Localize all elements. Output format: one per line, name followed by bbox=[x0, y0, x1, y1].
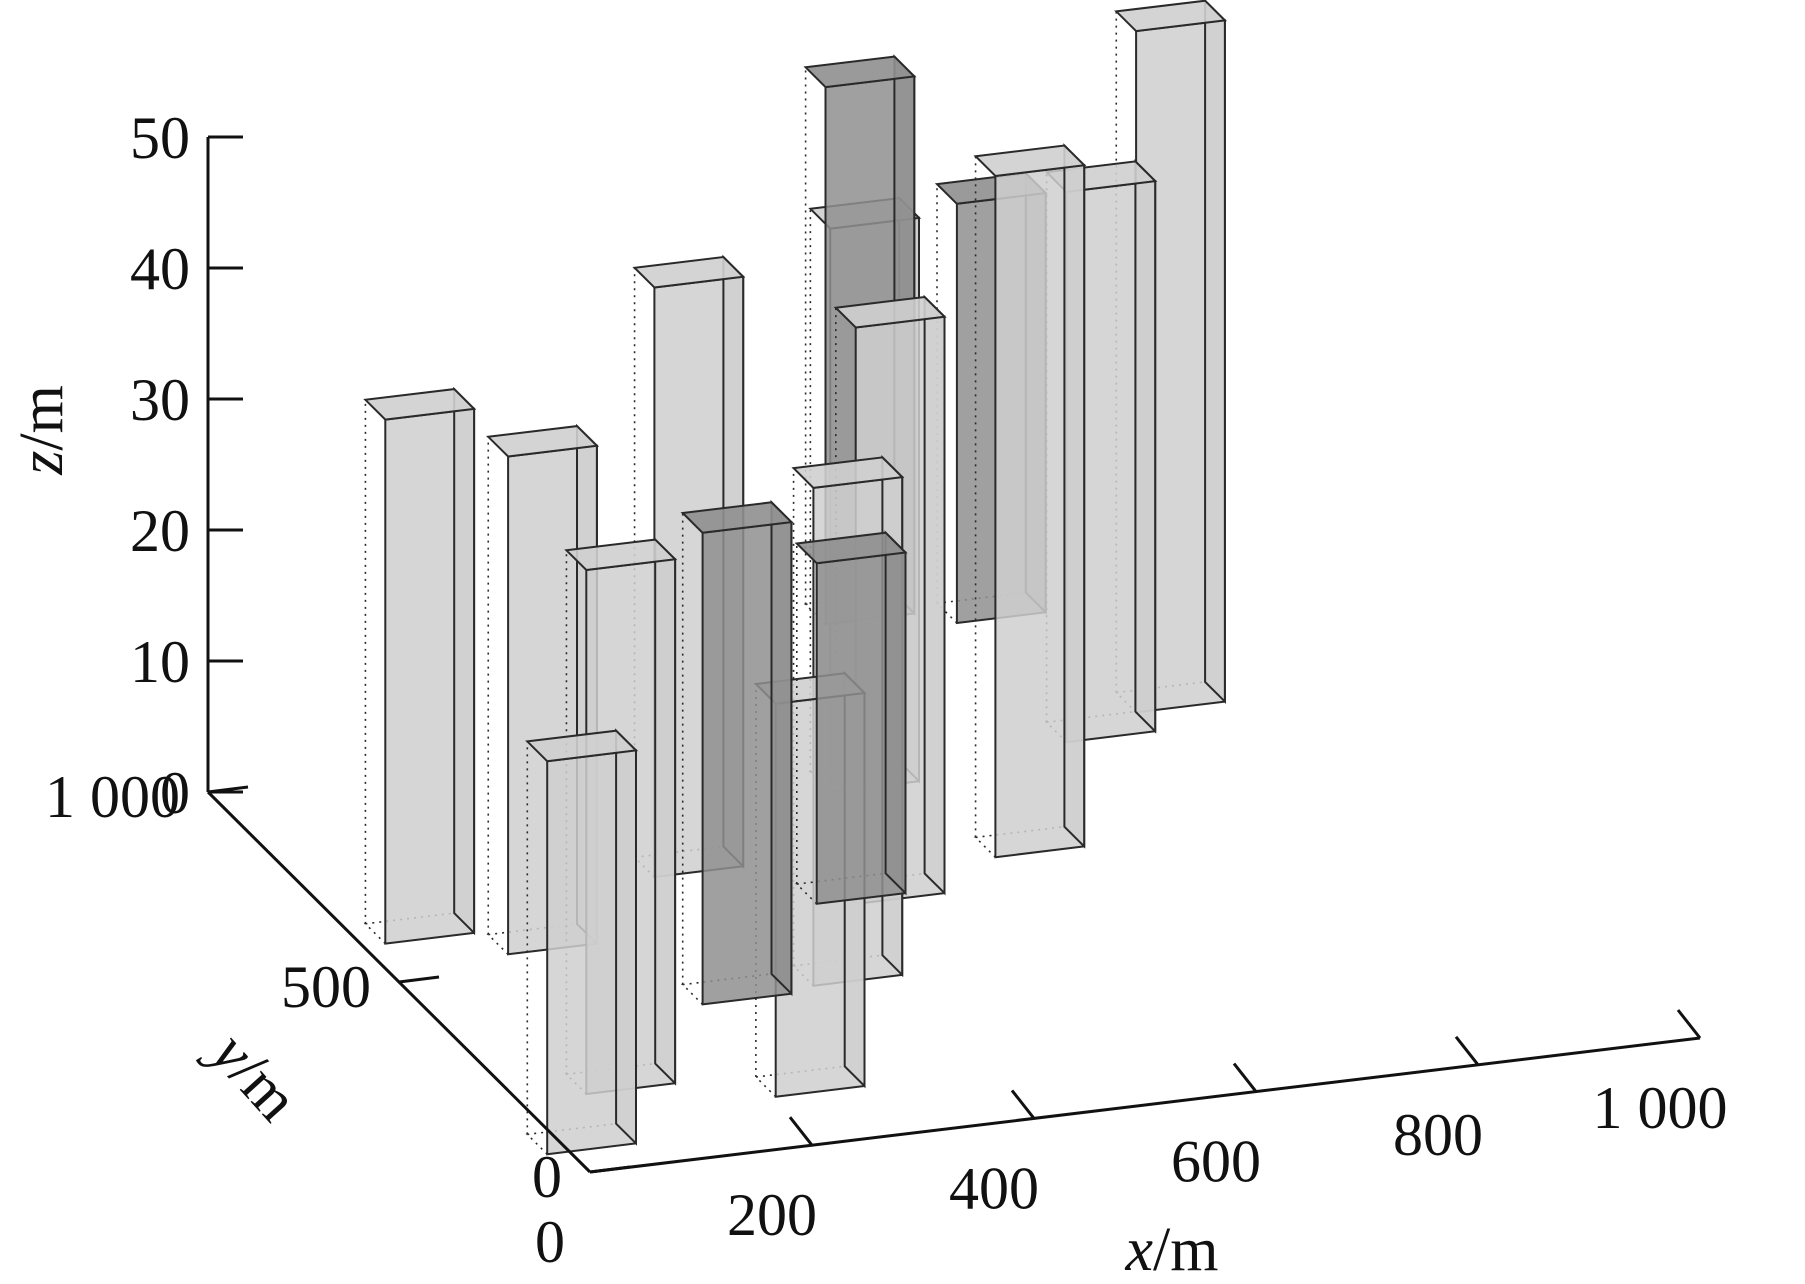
x-tick-label: 800 bbox=[1393, 1102, 1483, 1168]
z-tick-label: 10 bbox=[130, 629, 190, 695]
column-top-face bbox=[564, 538, 678, 572]
column-side-face bbox=[615, 728, 637, 1146]
column-bar bbox=[794, 530, 908, 905]
column-bar bbox=[363, 386, 477, 945]
x-tick-mark bbox=[1676, 1009, 1702, 1039]
column-side-face bbox=[1134, 158, 1157, 734]
column-side-face bbox=[1063, 143, 1086, 849]
x-tick-label: 400 bbox=[949, 1155, 1039, 1221]
column-top-face bbox=[363, 388, 477, 421]
x-tick-mark bbox=[1454, 1035, 1480, 1066]
y-axis-label: y/m bbox=[194, 1015, 311, 1134]
x-axis-label: x/m bbox=[1125, 1216, 1219, 1284]
x-tick-label: 1 000 bbox=[1593, 1075, 1728, 1141]
column-top-face bbox=[803, 55, 917, 89]
column-hidden-edge bbox=[795, 872, 886, 905]
x-tick-mark bbox=[788, 1116, 814, 1147]
z-axis-label: z/m bbox=[8, 385, 76, 476]
y-tick-mark bbox=[398, 975, 440, 984]
y-tick-mark bbox=[207, 785, 249, 794]
column-bar bbox=[1114, 0, 1228, 714]
column-side-face bbox=[1204, 0, 1226, 705]
y-tick-label: 1 000 bbox=[45, 764, 180, 830]
z-tick-label: 30 bbox=[130, 367, 190, 433]
column-bar bbox=[525, 728, 639, 1156]
column-top-face bbox=[833, 295, 947, 329]
y-tick-mark bbox=[589, 1165, 631, 1174]
column-top-face bbox=[486, 425, 600, 458]
x-tick-mark bbox=[1232, 1062, 1258, 1093]
y-tick-label: 0 bbox=[532, 1144, 562, 1210]
column-hidden-edge bbox=[486, 923, 578, 955]
column-top-face bbox=[794, 531, 908, 565]
columns-layer bbox=[363, 0, 1228, 1156]
column-side-face bbox=[923, 294, 946, 896]
column-side-face bbox=[654, 537, 677, 1086]
column-top-face bbox=[525, 729, 639, 763]
column-side-face bbox=[453, 386, 476, 936]
z-tick-label: 40 bbox=[130, 236, 190, 302]
column-side-face bbox=[770, 499, 793, 997]
x-tick-label: 0 bbox=[535, 1209, 565, 1275]
z-tick-label: 0 bbox=[160, 760, 190, 826]
x-tick-mark bbox=[1010, 1089, 1036, 1120]
column-top-face bbox=[680, 501, 794, 534]
column-bar bbox=[1044, 158, 1158, 744]
x-tick-label: 600 bbox=[1171, 1129, 1261, 1195]
column-top-face bbox=[632, 255, 746, 289]
column-top-face bbox=[1114, 0, 1228, 33]
x-tick-label: 200 bbox=[727, 1182, 817, 1248]
z-tick-label: 50 bbox=[130, 105, 190, 171]
column-top-face bbox=[791, 456, 905, 489]
x-axis-line bbox=[589, 1036, 1701, 1174]
column-bar bbox=[973, 143, 1087, 859]
column-side-face bbox=[884, 530, 907, 896]
z-tick-label: 20 bbox=[130, 498, 190, 564]
column-bar bbox=[680, 499, 794, 1006]
y-tick-label: 500 bbox=[281, 954, 371, 1020]
column-top-face bbox=[973, 144, 1087, 178]
